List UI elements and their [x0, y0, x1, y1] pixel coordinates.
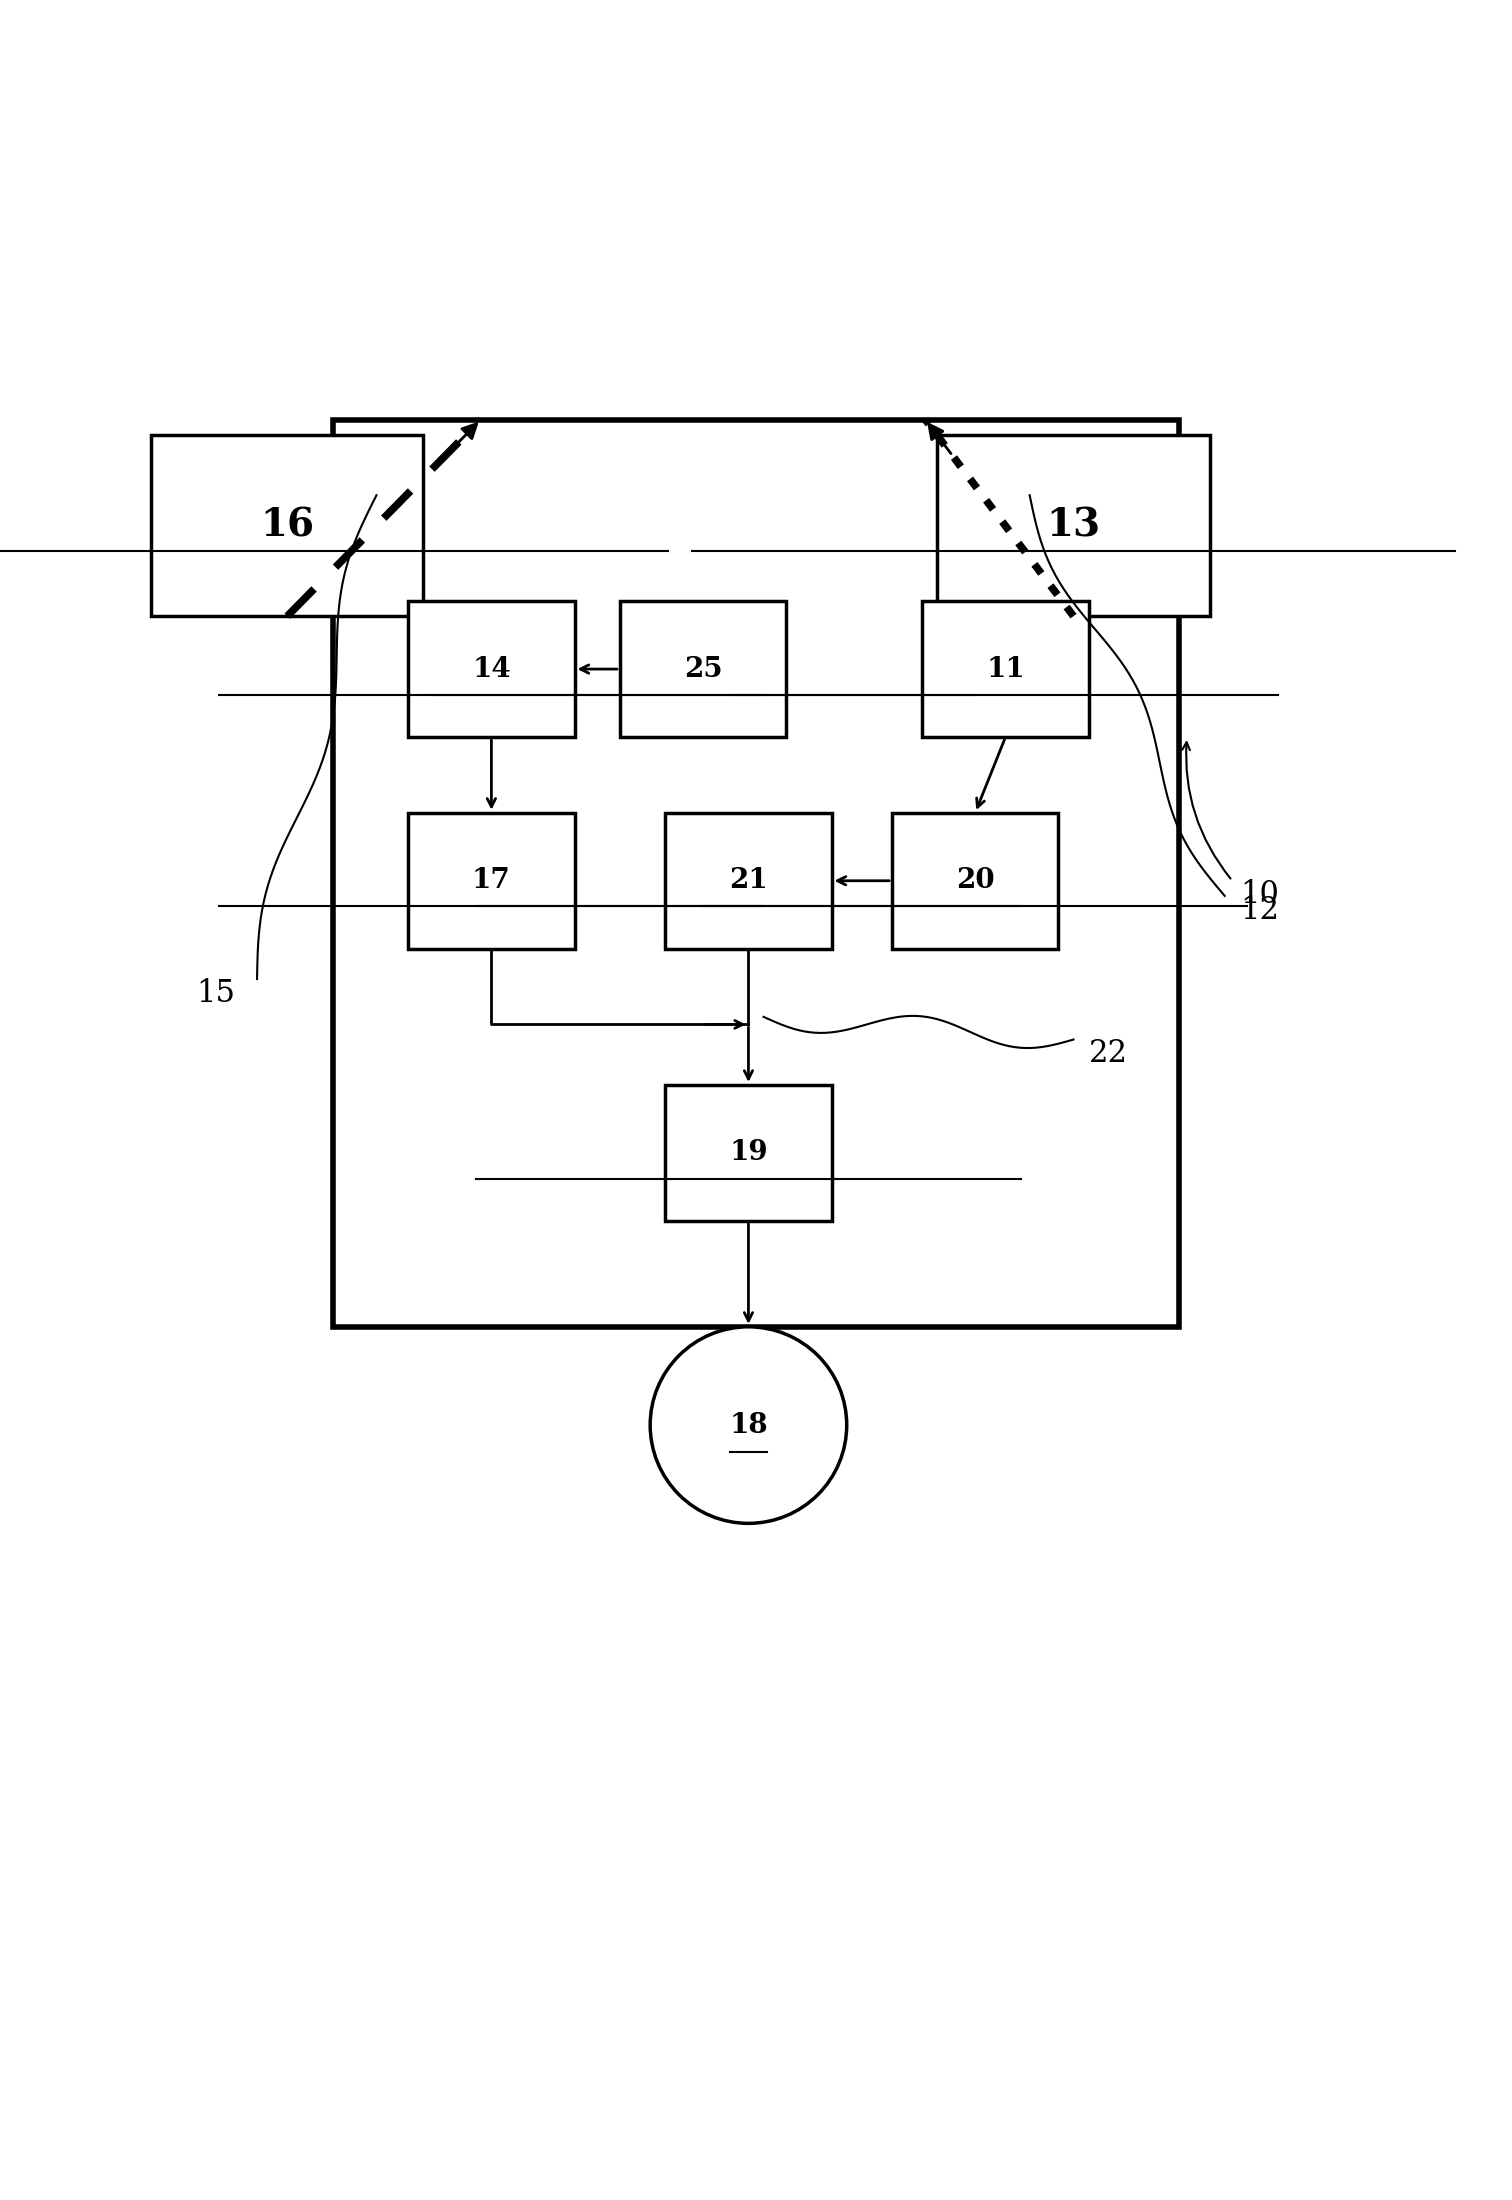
- FancyBboxPatch shape: [665, 812, 832, 948]
- Text: 20: 20: [956, 867, 995, 893]
- Text: 21: 21: [729, 867, 768, 893]
- FancyBboxPatch shape: [408, 601, 575, 737]
- Text: 12: 12: [1240, 895, 1279, 926]
- Text: 10: 10: [1240, 880, 1279, 911]
- Text: 22: 22: [1089, 1038, 1128, 1069]
- Text: 14: 14: [472, 656, 511, 682]
- Text: 18: 18: [729, 1412, 768, 1439]
- FancyBboxPatch shape: [665, 1085, 832, 1221]
- FancyBboxPatch shape: [620, 601, 786, 737]
- Text: 13: 13: [1046, 506, 1101, 543]
- Text: 19: 19: [729, 1140, 768, 1166]
- Circle shape: [650, 1327, 847, 1522]
- FancyBboxPatch shape: [151, 436, 423, 616]
- Text: 15: 15: [197, 977, 236, 1010]
- Text: 11: 11: [986, 656, 1025, 682]
- Text: 25: 25: [683, 656, 723, 682]
- Text: 16: 16: [260, 506, 314, 543]
- FancyBboxPatch shape: [937, 436, 1210, 616]
- Text: 17: 17: [472, 867, 511, 893]
- FancyBboxPatch shape: [922, 601, 1089, 737]
- FancyBboxPatch shape: [892, 812, 1058, 948]
- FancyBboxPatch shape: [333, 420, 1179, 1327]
- FancyBboxPatch shape: [408, 812, 575, 948]
